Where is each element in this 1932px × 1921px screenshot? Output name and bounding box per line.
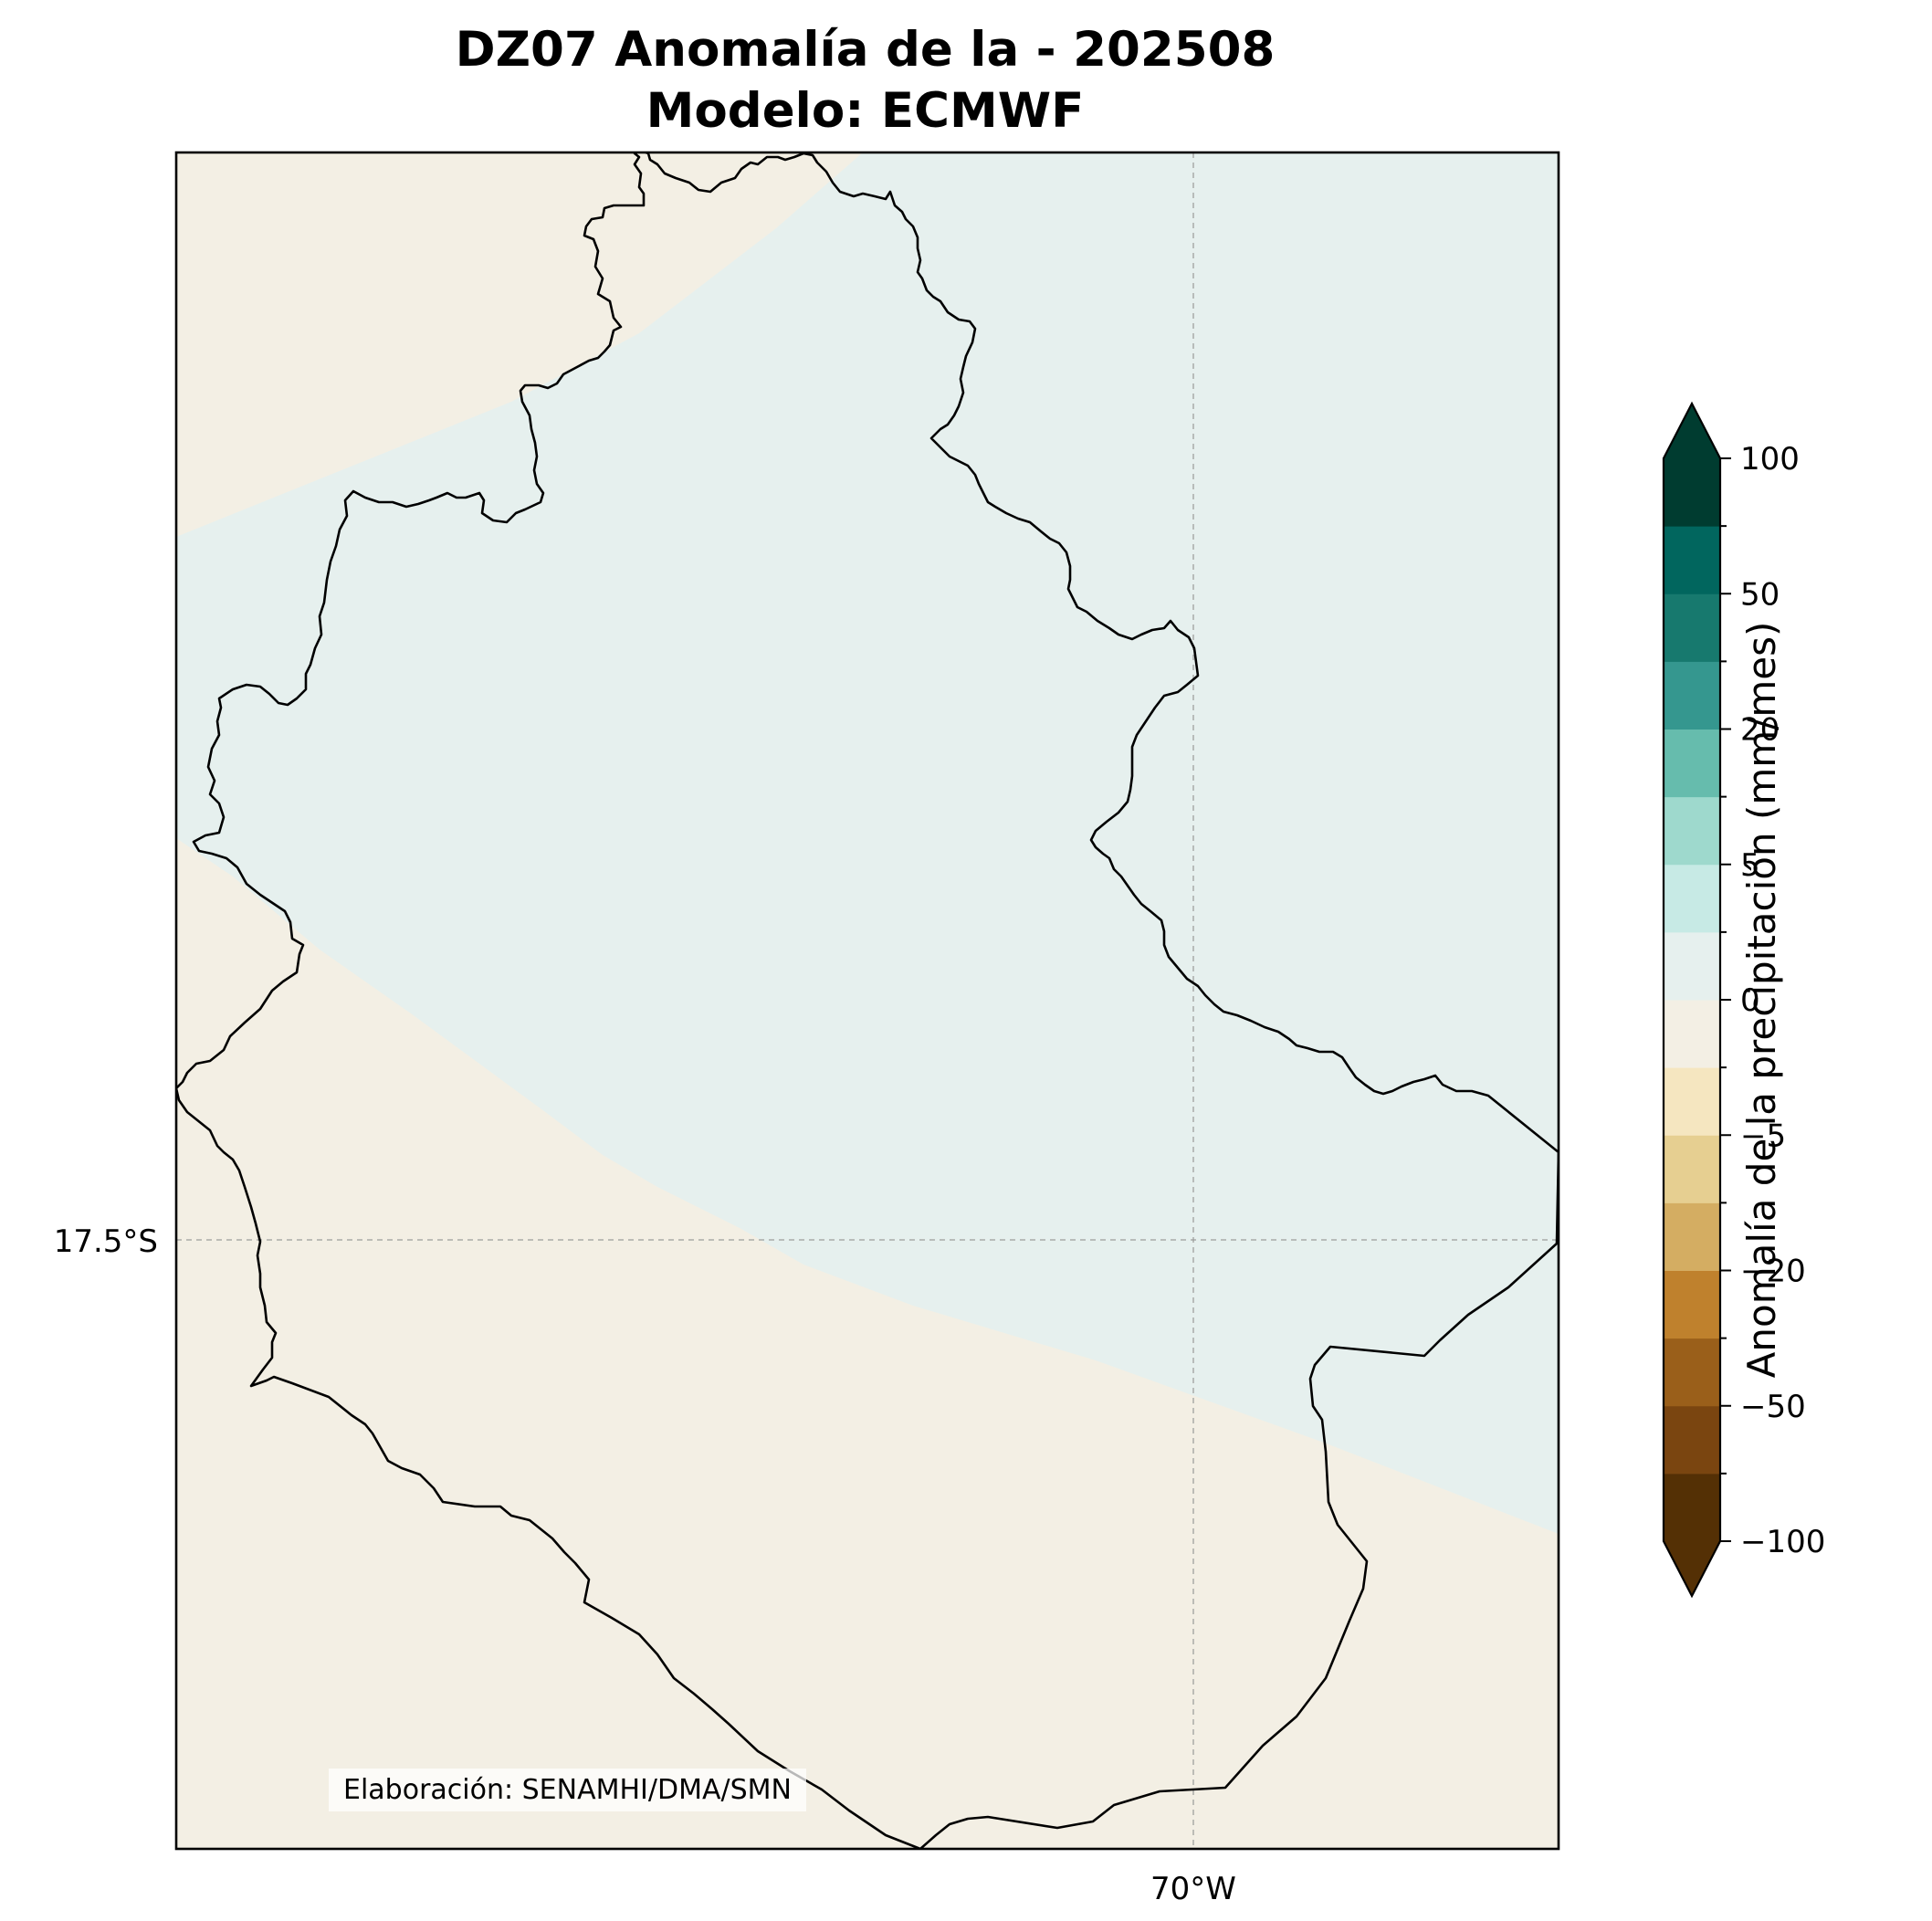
colorbar-tick-label: 100	[1740, 441, 1800, 478]
colorbar-over-arrow	[1664, 404, 1720, 458]
credit-text: Elaboración: SENAMHI/DMA/SMN	[329, 1769, 806, 1811]
colorbar-segment	[1664, 458, 1720, 527]
colorbar-segment	[1664, 1473, 1720, 1542]
colorbar-segment	[1664, 1067, 1720, 1136]
positive-anomaly-area	[176, 152, 1559, 1534]
colorbar-segment	[1664, 1202, 1720, 1271]
colorbar-tick-label: 0	[1740, 982, 1760, 1019]
colorbar-tick-label: 50	[1740, 576, 1780, 613]
colorbar-segment	[1664, 796, 1720, 866]
colorbar-segment	[1664, 729, 1720, 798]
colorbar-segment	[1664, 661, 1720, 730]
colorbar-label: Anomalía de la precipitación (mm/mes)	[1739, 622, 1784, 1379]
map-title-line1: DZ07 Anomalía de la - 202508	[455, 22, 1276, 78]
latitude-tick-label: 17.5°S	[54, 1223, 158, 1260]
colorbar-under-arrow	[1664, 1541, 1720, 1596]
colorbar-tick-label: 20	[1740, 712, 1780, 749]
longitude-tick-label: 70°W	[1150, 1871, 1236, 1907]
colorbar-tick-label: 5	[1740, 847, 1760, 884]
colorbar-tick-label: −100	[1740, 1524, 1825, 1560]
map-title-line2: Modelo: ECMWF	[646, 83, 1085, 139]
colorbar-tick-label: −50	[1740, 1389, 1806, 1425]
map-panel	[176, 152, 1559, 1849]
colorbar-segment	[1664, 1405, 1720, 1475]
colorbar-segment	[1664, 864, 1720, 933]
region-boundary	[176, 152, 1559, 1849]
colorbar-segment	[1664, 1135, 1720, 1203]
colorbar-segment	[1664, 931, 1720, 1001]
colorbar-tick-label: −5	[1740, 1118, 1786, 1154]
colorbar-segment	[1664, 1338, 1720, 1407]
colorbar-segment	[1664, 1270, 1720, 1339]
colorbar-segment	[1664, 526, 1720, 594]
colorbar-tick-label: −20	[1740, 1254, 1806, 1290]
colorbar-segment	[1664, 1000, 1720, 1068]
map-frame	[174, 151, 1560, 1851]
colorbar-segment	[1664, 593, 1720, 662]
